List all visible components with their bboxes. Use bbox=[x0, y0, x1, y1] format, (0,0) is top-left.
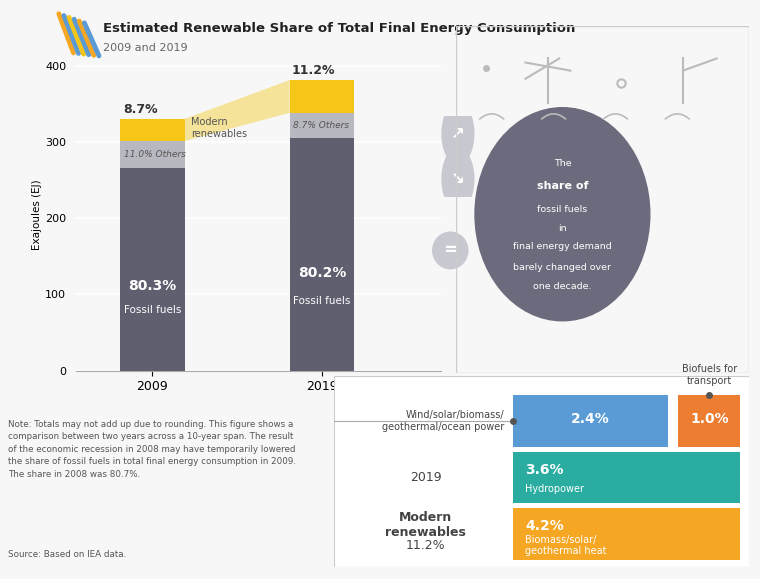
Text: 11.2%: 11.2% bbox=[406, 539, 445, 552]
Bar bbox=[120, 168, 185, 371]
Text: Hydropower: Hydropower bbox=[525, 484, 584, 494]
Text: 3.6%: 3.6% bbox=[525, 463, 563, 477]
Bar bbox=[120, 119, 185, 141]
Text: 2009 and 2019: 2009 and 2019 bbox=[103, 43, 187, 53]
Text: 11.2%: 11.2% bbox=[292, 64, 335, 77]
Bar bbox=[290, 113, 354, 138]
Circle shape bbox=[432, 232, 468, 269]
Text: The: The bbox=[553, 159, 572, 168]
Text: Wind/solar/biomass/
geothermal/ocean power: Wind/solar/biomass/ geothermal/ocean pow… bbox=[382, 411, 504, 432]
Text: Fossil fuels: Fossil fuels bbox=[293, 296, 350, 306]
Text: ↘: ↘ bbox=[451, 170, 465, 188]
Bar bbox=[512, 452, 740, 503]
Circle shape bbox=[442, 148, 473, 210]
Text: in: in bbox=[558, 223, 567, 233]
Text: 8.7%: 8.7% bbox=[124, 103, 158, 116]
Text: Note: Totals may not add up due to rounding. This figure shows a
comparison betw: Note: Totals may not add up due to round… bbox=[8, 420, 296, 479]
Text: one decade.: one decade. bbox=[534, 281, 591, 291]
Bar bbox=[290, 80, 354, 113]
Circle shape bbox=[442, 103, 473, 164]
Bar bbox=[679, 395, 740, 447]
Bar bbox=[290, 138, 354, 371]
Text: Modern
renewables: Modern renewables bbox=[385, 511, 466, 539]
Text: Modern
renewables: Modern renewables bbox=[192, 117, 248, 138]
Text: 1.0%: 1.0% bbox=[690, 412, 729, 426]
Text: Fossil fuels: Fossil fuels bbox=[124, 305, 181, 315]
Text: final energy demand: final energy demand bbox=[513, 242, 612, 251]
Text: Biomass/solar/
geothermal heat: Biomass/solar/ geothermal heat bbox=[525, 534, 606, 556]
Text: Estimated Renewable Share of Total Final Energy Consumption: Estimated Renewable Share of Total Final… bbox=[103, 23, 575, 35]
Text: Source: Based on IEA data.: Source: Based on IEA data. bbox=[8, 550, 126, 559]
Text: 2.4%: 2.4% bbox=[571, 412, 610, 426]
Text: barely changed over: barely changed over bbox=[514, 263, 611, 272]
Text: 11.0% Others: 11.0% Others bbox=[124, 150, 185, 159]
Polygon shape bbox=[185, 80, 290, 141]
Text: 4.2%: 4.2% bbox=[525, 519, 564, 533]
Text: fossil fuels: fossil fuels bbox=[537, 205, 587, 214]
Text: ↗: ↗ bbox=[451, 124, 465, 142]
Text: =: = bbox=[443, 241, 458, 259]
Text: share of: share of bbox=[537, 181, 588, 192]
Text: Biofuels for
transport: Biofuels for transport bbox=[682, 364, 737, 386]
Y-axis label: Exajoules (EJ): Exajoules (EJ) bbox=[33, 179, 43, 250]
Bar bbox=[120, 141, 185, 168]
Circle shape bbox=[475, 108, 650, 321]
Text: 2019: 2019 bbox=[410, 471, 442, 484]
Text: 80.2%: 80.2% bbox=[298, 266, 347, 280]
Text: 80.3%: 80.3% bbox=[128, 278, 176, 292]
Bar bbox=[512, 395, 668, 447]
Text: 8.7% Others: 8.7% Others bbox=[293, 121, 350, 130]
Bar bbox=[512, 508, 740, 560]
